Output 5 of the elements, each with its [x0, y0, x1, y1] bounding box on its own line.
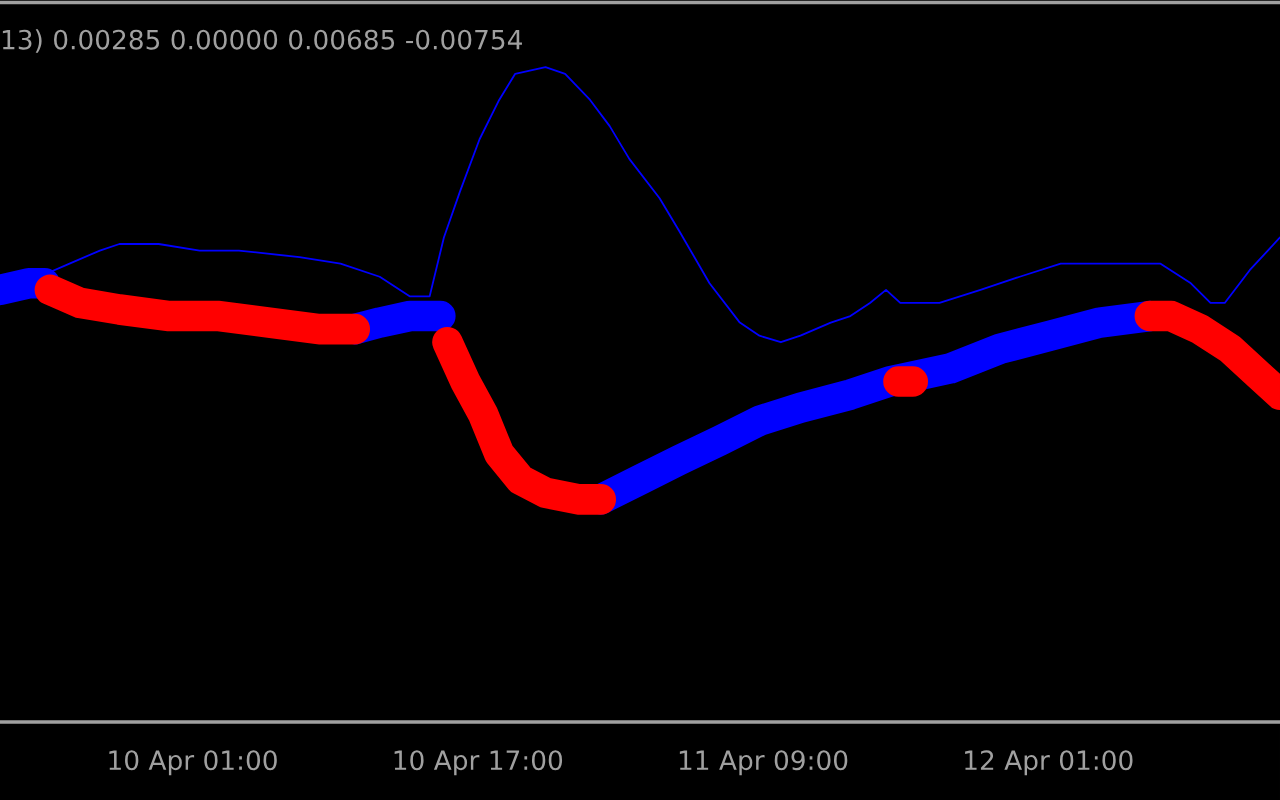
x-tick-label: 10 Apr 01:00 — [109, 750, 277, 776]
text: 13) 0.00285 0.00000 0.00685 -0.00754 — [2, 29, 522, 53]
x-tick-label: 11 Apr 09:00 — [679, 750, 848, 776]
x-tick-label: 12 Apr 01:00 — [965, 750, 1133, 776]
x-tick-label: 10 Apr 17:00 — [394, 750, 563, 776]
